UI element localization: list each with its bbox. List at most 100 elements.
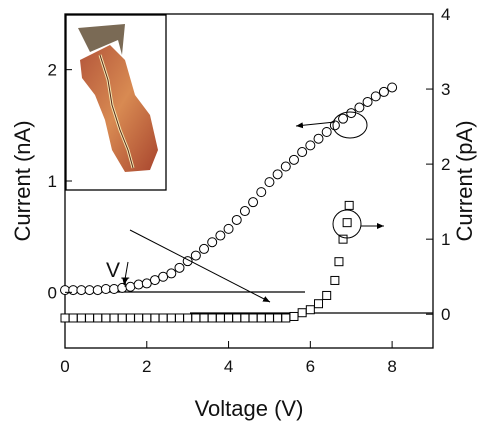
point bbox=[362, 96, 373, 107]
point bbox=[133, 279, 144, 290]
point bbox=[207, 237, 218, 248]
point bbox=[199, 243, 210, 254]
point bbox=[85, 313, 95, 323]
point bbox=[297, 308, 307, 318]
point bbox=[109, 313, 119, 323]
point bbox=[338, 234, 348, 244]
point bbox=[342, 218, 352, 228]
point bbox=[329, 120, 340, 131]
point bbox=[158, 271, 169, 282]
point bbox=[344, 200, 354, 210]
y-tick-label: 0 bbox=[48, 283, 57, 302]
y-axis-label: Current (nA) bbox=[10, 120, 35, 241]
point bbox=[76, 285, 87, 296]
point bbox=[378, 86, 389, 97]
point bbox=[215, 313, 225, 323]
y2-tick-label: 0 bbox=[441, 305, 450, 324]
point bbox=[100, 283, 111, 294]
y2-tick-label: 3 bbox=[441, 80, 450, 99]
point bbox=[264, 313, 274, 323]
point bbox=[183, 313, 193, 323]
point bbox=[354, 102, 365, 113]
series-indicator bbox=[332, 209, 362, 239]
point bbox=[191, 313, 201, 323]
point bbox=[273, 313, 283, 323]
point bbox=[101, 313, 111, 323]
point bbox=[93, 313, 103, 323]
point bbox=[224, 313, 234, 323]
point bbox=[199, 313, 209, 323]
point bbox=[68, 285, 79, 296]
point bbox=[215, 230, 226, 241]
point bbox=[109, 283, 120, 294]
point bbox=[60, 313, 70, 323]
point bbox=[231, 214, 242, 225]
x-tick-label: 6 bbox=[306, 357, 315, 376]
arrow bbox=[129, 229, 271, 303]
point bbox=[334, 257, 344, 267]
point bbox=[387, 82, 398, 93]
point bbox=[149, 275, 160, 286]
point bbox=[321, 127, 332, 138]
point bbox=[314, 299, 324, 309]
x-tick-label: 4 bbox=[224, 357, 233, 376]
x-axis-label: Voltage (V) bbox=[195, 396, 304, 421]
point bbox=[232, 313, 242, 323]
point bbox=[289, 311, 299, 321]
point bbox=[223, 223, 234, 234]
x-tick-label: 0 bbox=[60, 357, 69, 376]
point bbox=[207, 313, 217, 323]
y2-tick-label: 1 bbox=[441, 230, 450, 249]
y-tick-label: 1 bbox=[48, 172, 57, 191]
point bbox=[346, 108, 357, 119]
point bbox=[322, 290, 332, 300]
point bbox=[141, 278, 152, 289]
inset-image bbox=[65, 14, 167, 191]
arrow bbox=[122, 261, 129, 286]
point bbox=[68, 313, 78, 323]
point bbox=[60, 285, 70, 296]
point bbox=[313, 133, 324, 144]
annotation: V bbox=[106, 259, 120, 282]
point bbox=[92, 285, 103, 296]
point bbox=[248, 197, 259, 208]
point bbox=[190, 250, 201, 261]
point bbox=[305, 305, 315, 315]
point bbox=[158, 313, 168, 323]
point bbox=[248, 313, 258, 323]
point bbox=[338, 113, 349, 124]
point bbox=[142, 313, 152, 323]
arrow bbox=[295, 121, 336, 129]
y2-tick-label: 4 bbox=[441, 5, 450, 24]
x-tick-label: 8 bbox=[387, 357, 396, 376]
y2-axis-label: Current (pA) bbox=[452, 120, 477, 241]
point bbox=[150, 313, 160, 323]
point bbox=[166, 313, 176, 323]
point bbox=[117, 313, 127, 323]
point bbox=[288, 154, 299, 165]
point bbox=[134, 313, 144, 323]
point bbox=[297, 147, 308, 158]
point bbox=[84, 285, 95, 296]
point bbox=[264, 177, 275, 188]
point bbox=[256, 187, 267, 198]
point bbox=[280, 161, 291, 172]
point bbox=[330, 275, 340, 285]
point bbox=[281, 313, 291, 323]
x-tick-label: 2 bbox=[142, 357, 151, 376]
point bbox=[240, 313, 250, 323]
point bbox=[370, 91, 381, 102]
y-tick-label: 2 bbox=[48, 61, 57, 80]
point bbox=[166, 268, 177, 279]
point bbox=[125, 313, 135, 323]
point bbox=[76, 313, 86, 323]
point bbox=[305, 140, 316, 151]
point bbox=[239, 206, 250, 217]
series-indicator bbox=[332, 111, 368, 139]
point bbox=[272, 169, 283, 180]
point bbox=[256, 313, 266, 323]
point bbox=[174, 313, 184, 323]
y2-tick-label: 2 bbox=[441, 155, 450, 174]
point bbox=[174, 262, 185, 273]
